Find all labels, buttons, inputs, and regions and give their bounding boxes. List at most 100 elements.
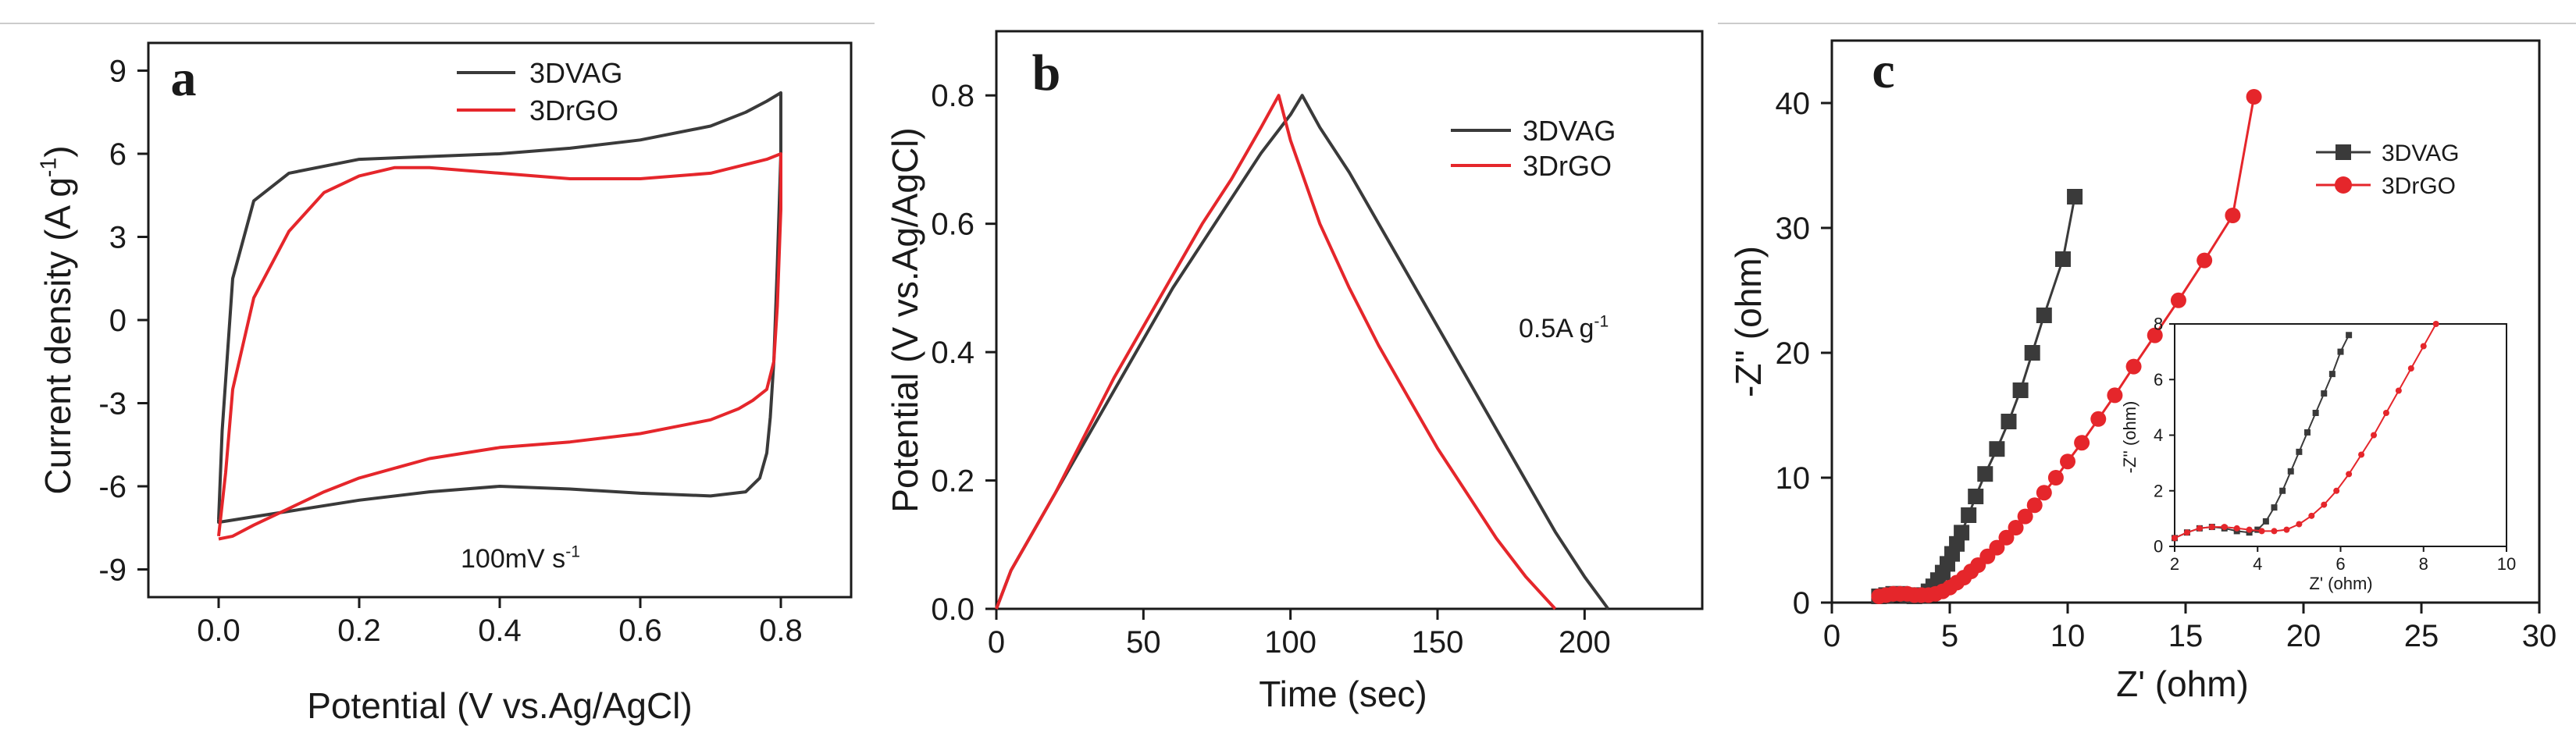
data-point-3DrGO <box>1989 539 2005 556</box>
y-tick-label: -6 <box>98 470 126 504</box>
inset-y-axis-label: -Z'' (ohm) <box>2120 401 2140 474</box>
y-tick-label: 0 <box>1793 586 1810 621</box>
plot-frame <box>147 41 853 599</box>
inset-data-point-3DrGO <box>2296 521 2303 528</box>
y-tick-label: 9 <box>109 55 126 89</box>
current-density-annotation-main: 0.5A g <box>1519 314 1594 343</box>
inset-data-point-3DVAG <box>2304 429 2311 436</box>
y-tick-label: 8 <box>2154 315 2163 334</box>
inset-data-point-3DrGO <box>2382 410 2389 416</box>
inset-data-point-3DVAG <box>2312 410 2319 416</box>
y-axis-label-sup: -1 <box>37 158 62 177</box>
inset-data-point-3DVAG <box>2346 332 2353 339</box>
data-point-3DrGO <box>2090 411 2107 427</box>
inset-data-point-3DrGO <box>2196 525 2203 532</box>
inset-series-line-3DrGO <box>2174 323 2437 539</box>
data-point-3DrGO <box>2225 208 2241 223</box>
inset-data-point-3DrGO <box>2283 526 2290 533</box>
inset-data-point-3DVAG <box>2296 448 2303 455</box>
y-tick-label: -9 <box>98 553 126 588</box>
y-tick-label: 0.2 <box>931 464 974 499</box>
inset-data-point-3DVAG <box>2279 487 2286 494</box>
legend-label: 3DVAG <box>2382 141 2459 166</box>
data-point-3DVAG <box>2012 382 2029 398</box>
x-tick-label: 2 <box>2170 554 2179 574</box>
x-tick-label: 15 <box>2168 619 2204 653</box>
inset-data-point-3DrGO <box>2246 526 2253 533</box>
y-tick-label: -3 <box>98 387 126 422</box>
y-tick-label: 3 <box>109 221 126 255</box>
legend-label: 3DrGO <box>529 94 618 126</box>
y-tick-label: 40 <box>1776 87 1811 121</box>
inset-data-point-3DrGO <box>2321 501 2328 508</box>
inset-data-point-3DrGO <box>2258 528 2265 535</box>
x-tick-label: 8 <box>2419 554 2428 574</box>
inset-data-point-3DrGO <box>2183 529 2190 536</box>
x-tick-label: 0.0 <box>197 614 240 648</box>
inset-data-point-3DrGO <box>2172 535 2178 542</box>
y-axis-label: Potential (V vs.Ag/AgCl) <box>885 127 925 512</box>
data-point-3DVAG <box>1989 441 2005 457</box>
x-tick-label: 0.2 <box>337 614 381 648</box>
data-point-3DVAG <box>2067 189 2083 205</box>
y-tick-label: 0.8 <box>931 79 974 113</box>
inset-data-point-3DrGO <box>2221 524 2228 531</box>
data-point-3DVAG <box>2054 251 2071 267</box>
y-axis-label-end: ) <box>37 145 78 157</box>
x-tick-label: 200 <box>1559 625 1611 660</box>
inset-data-point-3DVAG <box>2328 371 2336 378</box>
x-tick-label: 10 <box>2497 554 2516 574</box>
series-line-3DrGO <box>217 152 782 541</box>
y-axis-label-main: Current density (A g <box>37 177 78 495</box>
y-tick-label: 6 <box>2154 370 2163 390</box>
data-point-3DrGO <box>2107 387 2123 404</box>
y-tick-label: 0 <box>2154 537 2163 557</box>
x-tick-label: 150 <box>1412 625 1464 660</box>
inset-data-point-3DrGO <box>2271 528 2278 535</box>
x-tick-label: 5 <box>1941 619 1958 653</box>
y-tick-label: 0.0 <box>931 592 974 627</box>
data-point-3DVAG <box>2036 308 2052 323</box>
y-tick-label: 20 <box>1776 336 1811 371</box>
current-density-annotation: 0.5A g-1 <box>1519 312 1609 343</box>
inset-data-point-3DVAG <box>2337 348 2344 355</box>
data-point-3DVAG <box>2024 345 2040 361</box>
inset-data-point-3DrGO <box>2420 343 2427 350</box>
inset-data-point-3DrGO <box>2308 512 2315 519</box>
x-axis-label: Time (sec) <box>1259 674 1427 714</box>
inset-background <box>2175 324 2507 546</box>
scan-rate-annotation: 100mV s-1 <box>461 542 580 574</box>
data-point-3DrGO <box>2197 252 2213 269</box>
x-axis-label: Z' (ohm) <box>2116 663 2249 704</box>
y-tick-label: 0.6 <box>931 208 974 242</box>
inset-data-point-3DrGO <box>2208 524 2215 531</box>
y-tick-label: 30 <box>1776 212 1811 246</box>
x-tick-label: 0 <box>988 625 1005 660</box>
panel-a-cv-chart: 0.0 0.2 0.4 0.6 0.8 -9 -6 -3 0 3 6 9 3DVAG 3DrGO a 100m… <box>37 41 853 726</box>
data-point-3DrGO <box>2246 89 2262 105</box>
y-tick-label: 4 <box>2154 425 2163 445</box>
x-tick-label: 0 <box>1823 619 1840 653</box>
x-tick-label: 25 <box>2404 619 2439 653</box>
inset-data-point-3DrGO <box>2333 487 2340 494</box>
inset-data-point-3DrGO <box>2358 451 2365 458</box>
legend-label: 3DVAG <box>1523 115 1616 147</box>
panel-label: a <box>171 50 197 107</box>
x-tick-label: 6 <box>2336 554 2345 574</box>
data-point-3DVAG <box>1954 525 1970 541</box>
inset-data-point-3DrGO <box>2432 321 2439 327</box>
data-point-3DrGO <box>2017 508 2033 525</box>
data-point-3DrGO <box>2026 497 2043 514</box>
legend-label: 3DrGO <box>1523 150 1612 182</box>
y-tick-label: 0.4 <box>931 336 974 370</box>
series-line-3DrGO <box>995 94 1557 610</box>
inset-data-point-3DrGO <box>2346 471 2353 478</box>
legend-label: 3DVAG <box>529 57 622 89</box>
data-point-3DrGO <box>2125 358 2142 375</box>
x-tick-label: 50 <box>1126 625 1161 660</box>
series-line-3DVAG <box>1879 196 2076 598</box>
x-tick-label: 4 <box>2253 554 2262 574</box>
